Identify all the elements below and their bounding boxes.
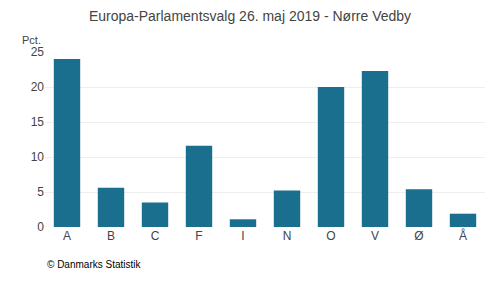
svg-text:Europa-Parlamentsvalg 26. maj: Europa-Parlamentsvalg 26. maj 2019 - Nør… bbox=[89, 8, 411, 24]
svg-text:20: 20 bbox=[31, 80, 45, 94]
svg-text:O: O bbox=[326, 229, 335, 243]
svg-text:B: B bbox=[107, 229, 115, 243]
svg-text:C: C bbox=[151, 229, 160, 243]
svg-text:Å: Å bbox=[459, 228, 467, 243]
svg-text:25: 25 bbox=[31, 45, 45, 59]
svg-text:10: 10 bbox=[31, 150, 45, 164]
svg-text:F: F bbox=[195, 229, 202, 243]
svg-text:N: N bbox=[283, 229, 292, 243]
svg-text:0: 0 bbox=[37, 220, 44, 234]
svg-text:Pct.: Pct. bbox=[22, 34, 41, 46]
svg-text:I: I bbox=[241, 229, 244, 243]
svg-text:© Danmarks Statistik: © Danmarks Statistik bbox=[47, 259, 142, 270]
svg-text:A: A bbox=[63, 229, 71, 243]
svg-text:V: V bbox=[371, 229, 379, 243]
svg-text:Ø: Ø bbox=[414, 229, 423, 243]
svg-text:5: 5 bbox=[37, 185, 44, 199]
svg-text:15: 15 bbox=[31, 115, 45, 129]
